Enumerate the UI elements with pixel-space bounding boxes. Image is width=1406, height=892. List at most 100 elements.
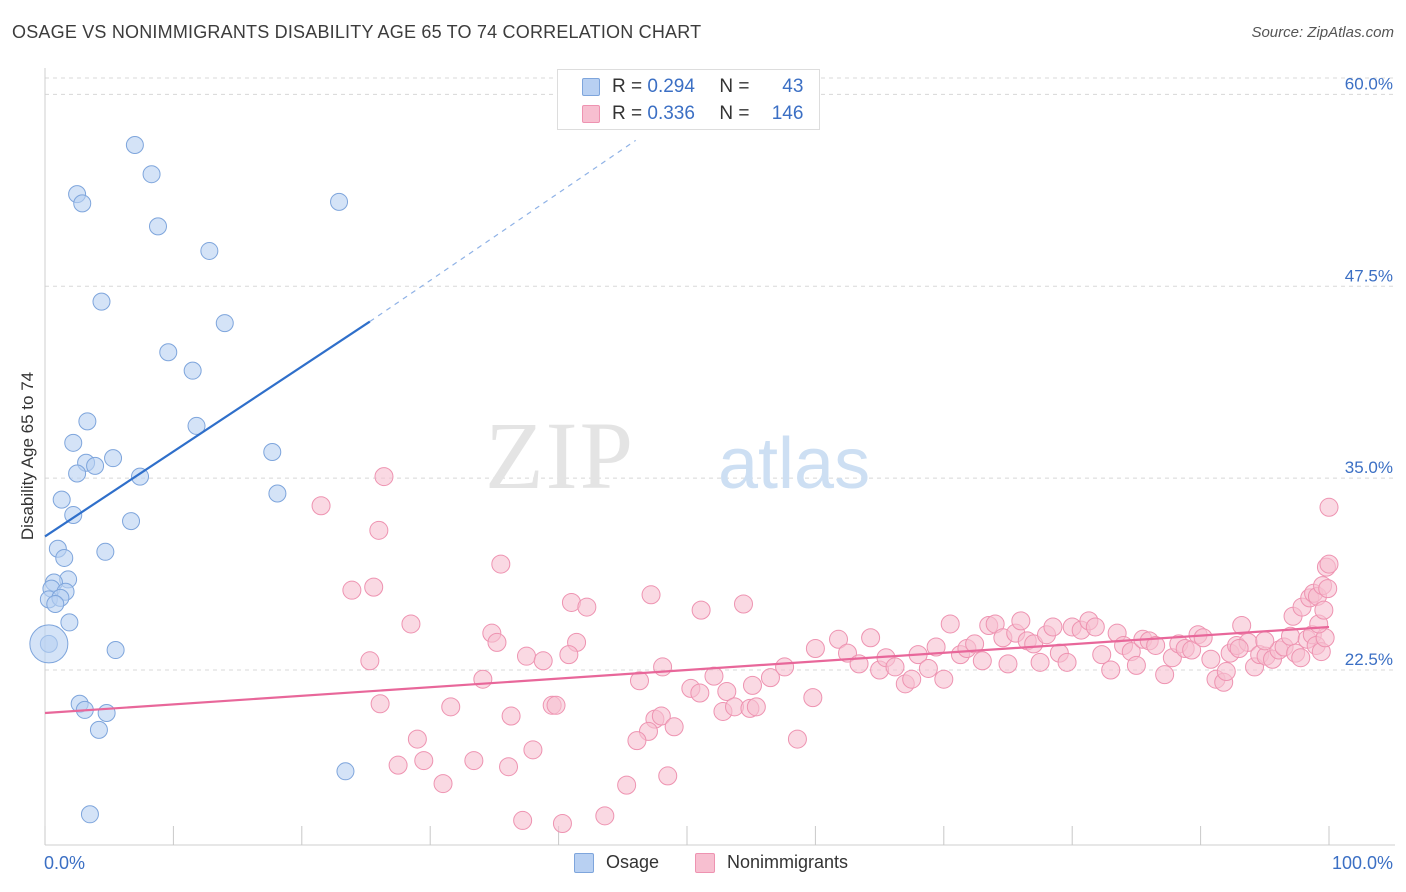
- legend-item-osage[interactable]: Osage: [574, 852, 659, 873]
- nonimmigrants-point: [787, 729, 807, 749]
- osage-point: [46, 594, 65, 613]
- nonimmigrants-point: [577, 597, 597, 617]
- chart-title: OSAGE VS NONIMMIGRANTS DISABILITY AGE 65…: [12, 22, 702, 42]
- osage-point: [55, 548, 74, 567]
- nonimmigrants-point: [965, 634, 985, 654]
- nonimmigrants-point: [311, 496, 331, 516]
- osage-point: [96, 542, 115, 561]
- r-value: 0.336: [647, 103, 695, 124]
- nonimmigrants-point: [487, 632, 507, 652]
- nonimmigrants-point: [374, 467, 394, 487]
- osage-point: [64, 433, 83, 452]
- y-tick-label: 22.5%: [1345, 650, 1393, 669]
- nonimmigrants-point: [641, 585, 661, 605]
- osage-trend-extension: [369, 139, 636, 323]
- trend-lines: [44, 139, 1330, 715]
- nonimmigrants-point: [401, 614, 421, 634]
- nonimmigrants-legend-swatch: [695, 852, 715, 873]
- osage-point: [122, 512, 141, 531]
- n-label: N =: [719, 103, 750, 124]
- y-tick-label: 60.0%: [1345, 74, 1393, 93]
- legend-item-nonimmigrants[interactable]: Nonimmigrants: [695, 852, 848, 873]
- nonimmigrants-point: [664, 717, 684, 737]
- nonimmigrants-point: [1085, 617, 1105, 637]
- nonimmigrants-point: [523, 740, 543, 760]
- nonimmigrants-point: [1057, 652, 1077, 672]
- nonimmigrants-point: [441, 697, 461, 717]
- watermark-zip: ZIP: [485, 402, 635, 509]
- nonimmigrants-point: [464, 751, 484, 771]
- nonimmigrants-point: [414, 751, 434, 771]
- nonimmigrants-point: [629, 671, 649, 691]
- nonimmigrants-point: [1011, 611, 1031, 631]
- nonimmigrants-point: [369, 520, 389, 540]
- r-value: 0.294: [647, 76, 695, 97]
- nonimmigrants-point: [653, 657, 673, 677]
- nonimmigrants-point: [473, 669, 493, 689]
- nonimmigrants-point: [1030, 652, 1050, 672]
- nonimmigrants-point: [1216, 662, 1236, 682]
- n-value: 146: [771, 103, 804, 124]
- nonimmigrants-point: [972, 651, 992, 671]
- nonimmigrants-point: [803, 688, 823, 708]
- osage-point: [60, 613, 79, 632]
- y-tick-label: 47.5%: [1345, 266, 1393, 285]
- nonimmigrants-point: [733, 594, 753, 614]
- osage-point: [106, 641, 125, 660]
- nonimmigrants-point: [902, 669, 922, 689]
- nonimmigrants-point: [1232, 615, 1252, 635]
- osage-point: [52, 490, 71, 509]
- watermark: ZIP atlas: [485, 402, 870, 509]
- nonimmigrants-point: [690, 683, 710, 703]
- nonimmigrants-point: [998, 654, 1018, 674]
- osage-point: [148, 217, 167, 236]
- nonimmigrants-point: [760, 668, 780, 688]
- nonimmigrants-point: [407, 729, 427, 749]
- osage-point: [159, 343, 178, 362]
- nonimmigrants-point: [1101, 660, 1121, 680]
- nonimmigrants-point: [1201, 649, 1221, 669]
- osage-point: [187, 416, 206, 435]
- osage-point: [80, 805, 99, 824]
- nonimmigrants-point: [918, 658, 938, 678]
- osage-point: [64, 505, 83, 524]
- axes: [44, 68, 1395, 846]
- nonimmigrants-point: [926, 637, 946, 657]
- nonimmigrants-point: [1146, 635, 1166, 655]
- nonimmigrants-point: [861, 628, 881, 648]
- nonimmigrants-point: [746, 697, 766, 717]
- r-label: R =: [612, 103, 643, 124]
- osage-point: [104, 449, 123, 468]
- nonimmigrants-swatch: [582, 105, 600, 123]
- nonimmigrants-point: [940, 614, 960, 634]
- nonimmigrants-point: [1126, 655, 1146, 675]
- nonimmigrants-point: [499, 757, 519, 777]
- x-tick-label: 100.0%: [1332, 853, 1393, 873]
- nonimmigrants-point: [617, 775, 637, 795]
- nonimmigrants-point: [1229, 639, 1249, 659]
- nonimmigrants-point: [805, 639, 825, 659]
- osage-point: [336, 762, 355, 781]
- source-label: Source: ZipAtlas.com: [1251, 24, 1394, 41]
- osage-point: [92, 292, 111, 311]
- axis-ticks: 22.5% 35.0% 47.5% 60.0% 0.0% 100.0%: [44, 74, 1393, 873]
- osage-point: [68, 464, 87, 483]
- nonimmigrants-point: [513, 810, 533, 830]
- nonimmigrants-point: [533, 651, 553, 671]
- nonimmigrants-point: [360, 651, 380, 671]
- nonimmigrants-point: [388, 755, 408, 775]
- nonimmigrants-point: [934, 669, 954, 689]
- nonimmigrants-point: [370, 694, 390, 714]
- nonimmigrants-point: [491, 554, 511, 574]
- osage-point-large: [29, 624, 69, 664]
- osage-point: [78, 412, 97, 431]
- osage-point: [268, 484, 287, 503]
- nonimmigrants-point: [1318, 579, 1338, 599]
- osage-point: [330, 192, 349, 211]
- osage-point: [131, 467, 150, 486]
- nonimmigrants-point: [517, 646, 536, 666]
- nonimmigrants-point: [501, 706, 521, 726]
- nonimmigrants-point: [342, 580, 362, 600]
- nonimmigrants-trend-line: [44, 625, 1330, 715]
